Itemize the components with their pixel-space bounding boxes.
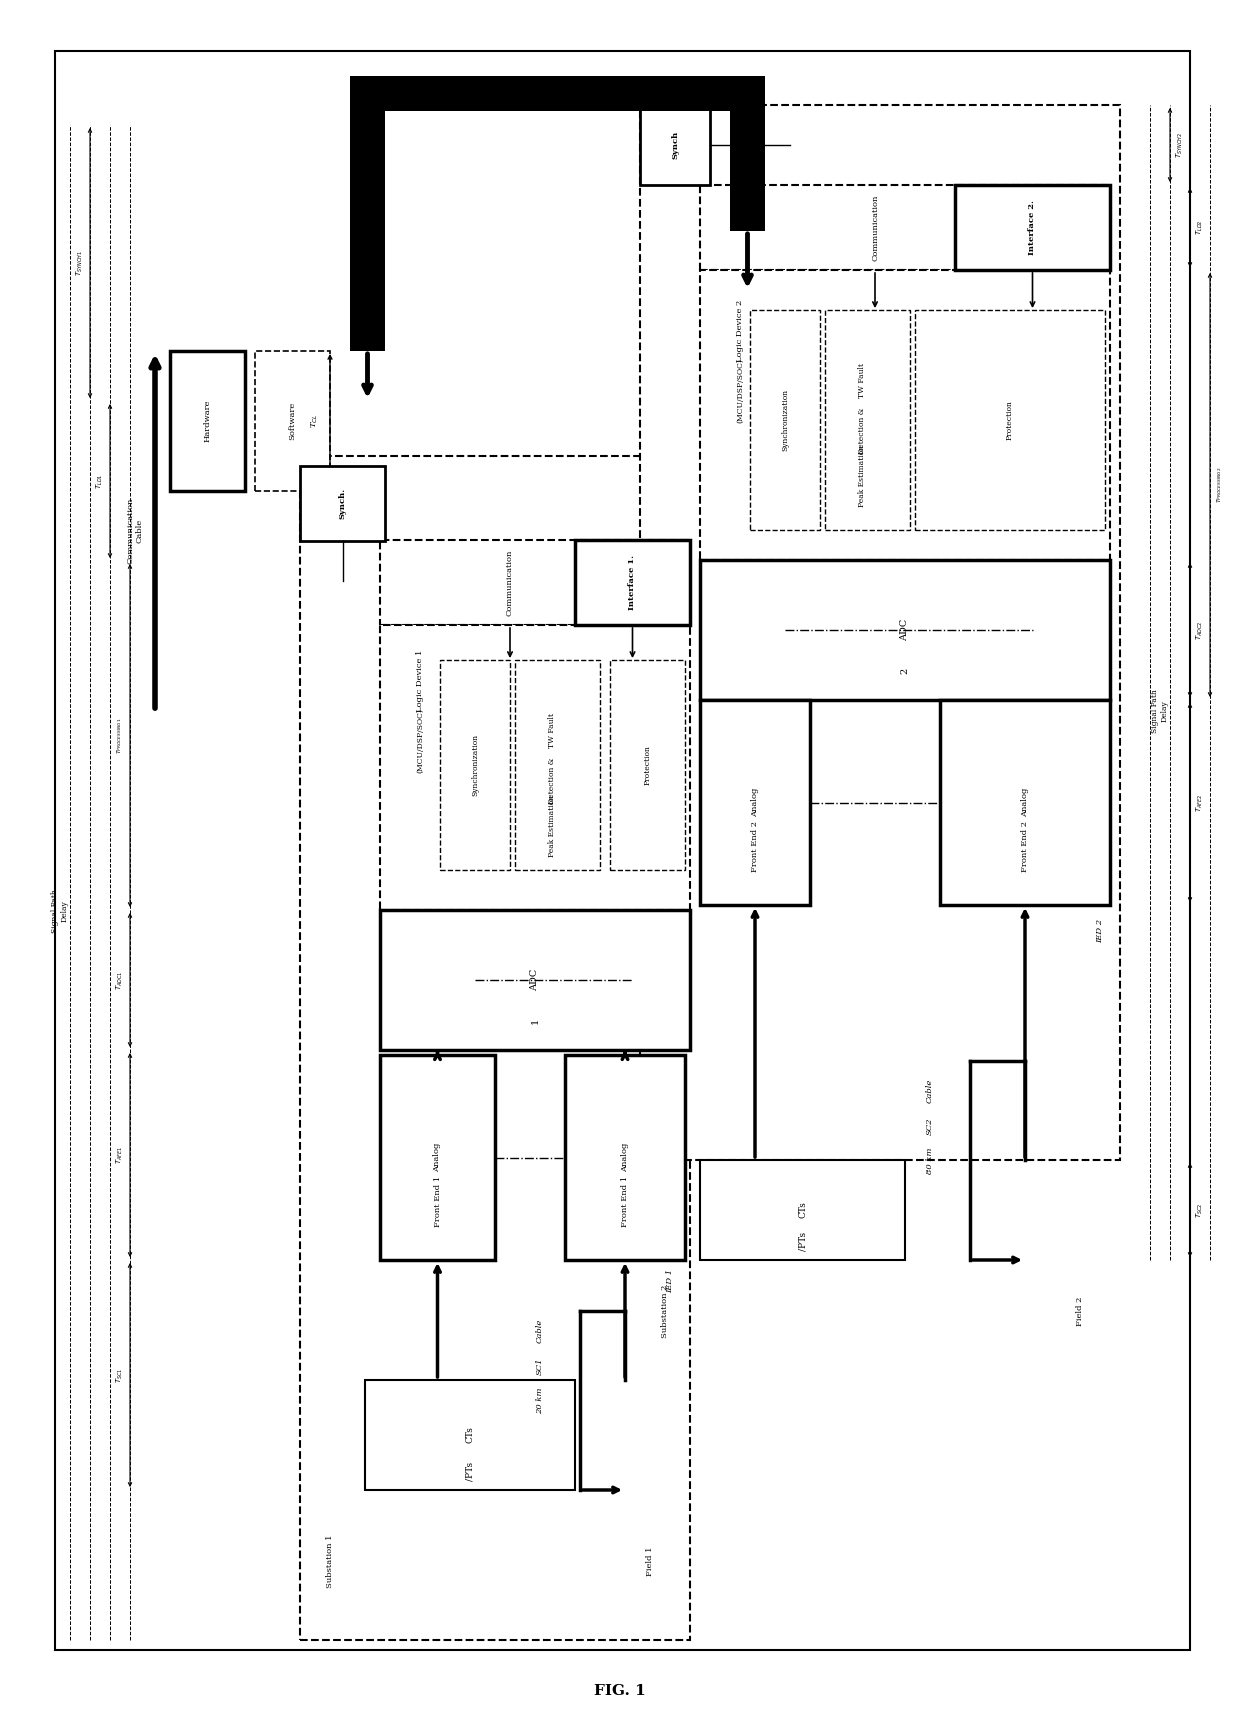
Text: Analog: Analog [751, 787, 759, 818]
Text: 2: 2 [900, 667, 909, 674]
Bar [701, 270, 1110, 559]
Bar [300, 465, 384, 541]
Bar [350, 80, 384, 351]
Bar [300, 457, 689, 1641]
Text: /PTs: /PTs [465, 1461, 475, 1480]
Bar [750, 310, 820, 530]
Text: Peak Estimation: Peak Estimation [858, 445, 867, 506]
Bar [955, 185, 1110, 270]
Text: 20 km: 20 km [536, 1388, 544, 1415]
Text: (MCU/DSP/SOC): (MCU/DSP/SOC) [415, 708, 424, 773]
Bar [379, 1056, 495, 1259]
Text: Interface 2.: Interface 2. [1028, 200, 1037, 255]
Bar [575, 541, 689, 625]
Bar [640, 104, 711, 185]
Text: Protection: Protection [1006, 400, 1014, 440]
Text: Communication: Communication [870, 195, 879, 260]
Text: Synch.: Synch. [339, 488, 346, 518]
Bar [825, 310, 910, 530]
Text: Analog: Analog [434, 1143, 441, 1172]
Bar [610, 660, 684, 869]
Text: 1: 1 [531, 1018, 539, 1025]
Text: Detection &: Detection & [548, 758, 557, 804]
Text: $T_{SC1}$: $T_{SC1}$ [115, 1367, 125, 1382]
Text: IED 1: IED 1 [666, 1270, 675, 1294]
Text: Front End 2: Front End 2 [1021, 821, 1029, 871]
Text: Analog: Analog [621, 1143, 629, 1172]
Bar [701, 559, 1110, 700]
Text: Communication: Communication [506, 549, 515, 616]
Text: 80 km: 80 km [926, 1148, 934, 1174]
Text: $T_{SYNCH2}$: $T_{SYNCH2}$ [1176, 132, 1185, 157]
Bar [915, 310, 1105, 530]
Text: Signal Path
Delay: Signal Path Delay [51, 890, 68, 932]
Text: $T_{ADC1}$: $T_{ADC1}$ [115, 970, 125, 989]
Text: SC2: SC2 [926, 1117, 934, 1134]
Text: $T_{SC2}$: $T_{SC2}$ [1195, 1203, 1205, 1218]
Bar [255, 351, 330, 491]
Text: $T_{SYNCH1}$: $T_{SYNCH1}$ [74, 250, 86, 275]
Text: Communication
Line: Communication Line [361, 198, 378, 263]
Text: $T_{LD2}$: $T_{LD2}$ [1195, 219, 1205, 234]
Text: Logic Device 1: Logic Device 1 [415, 650, 424, 712]
Text: SC1: SC1 [536, 1357, 544, 1374]
Text: $T_{PROCESSING2}$: $T_{PROCESSING2}$ [1215, 467, 1224, 503]
Text: Field 1: Field 1 [646, 1547, 653, 1576]
Text: Protection: Protection [644, 744, 651, 785]
Bar [379, 910, 689, 1051]
Bar [379, 625, 689, 910]
Text: Front End 1: Front End 1 [621, 1175, 629, 1227]
Text: Communication
Cable: Communication Cable [126, 498, 144, 565]
Text: $T_{LD1}$: $T_{LD1}$ [95, 474, 105, 489]
Bar [440, 660, 510, 869]
Text: $T_{ADC2}$: $T_{ADC2}$ [1195, 621, 1205, 640]
Bar [350, 75, 765, 111]
Text: ADC: ADC [900, 619, 909, 642]
Bar [515, 660, 600, 869]
Bar [640, 104, 1120, 1160]
Text: $T_{PROCESSING1}$: $T_{PROCESSING1}$ [115, 717, 124, 755]
Bar [701, 185, 1110, 270]
Text: CTs: CTs [465, 1427, 475, 1444]
Bar [379, 541, 689, 625]
Text: Cable: Cable [926, 1080, 934, 1104]
Text: TW Fault: TW Fault [548, 713, 557, 748]
Text: Synchronization: Synchronization [781, 388, 789, 452]
Bar [701, 700, 810, 905]
Text: Cable: Cable [536, 1319, 544, 1343]
Text: Signal Path
Delay: Signal Path Delay [1152, 690, 1168, 732]
Text: T$_{CL}$: T$_{CL}$ [310, 414, 320, 428]
Bar [940, 700, 1110, 905]
Text: TW Fault: TW Fault [858, 363, 867, 399]
Text: Synch: Synch [671, 130, 680, 159]
Bar [565, 1056, 684, 1259]
Text: Substation 2: Substation 2 [661, 1285, 670, 1338]
Text: Synchronization: Synchronization [471, 734, 479, 796]
Text: $T_{AFE1}$: $T_{AFE1}$ [115, 1146, 125, 1163]
Text: Front End 1: Front End 1 [434, 1175, 441, 1227]
Text: (MCU/DSP/SOC): (MCU/DSP/SOC) [737, 359, 744, 423]
Text: Hardware: Hardware [203, 400, 212, 441]
Bar [701, 1160, 905, 1259]
Text: Peak Estimation: Peak Estimation [548, 796, 557, 857]
Text: $T_{AFE2}$: $T_{AFE2}$ [1195, 794, 1205, 811]
Bar [730, 80, 765, 231]
Text: Analog: Analog [1021, 787, 1029, 818]
Text: IED 2: IED 2 [1096, 919, 1104, 943]
Text: Front End 2: Front End 2 [751, 821, 759, 871]
Text: FIG. 1: FIG. 1 [594, 1684, 646, 1697]
Text: CTs: CTs [799, 1201, 807, 1218]
Bar [170, 351, 246, 491]
Text: Substation 1: Substation 1 [326, 1535, 334, 1588]
Text: Logic Device 2: Logic Device 2 [737, 299, 744, 363]
Bar [365, 1381, 575, 1490]
Text: Software: Software [289, 402, 296, 440]
Text: Detection &: Detection & [858, 407, 867, 453]
Text: ADC: ADC [531, 968, 539, 991]
Text: Field 2: Field 2 [1076, 1297, 1084, 1326]
Text: /PTs: /PTs [799, 1232, 807, 1251]
Text: Interface 1.: Interface 1. [629, 554, 636, 611]
